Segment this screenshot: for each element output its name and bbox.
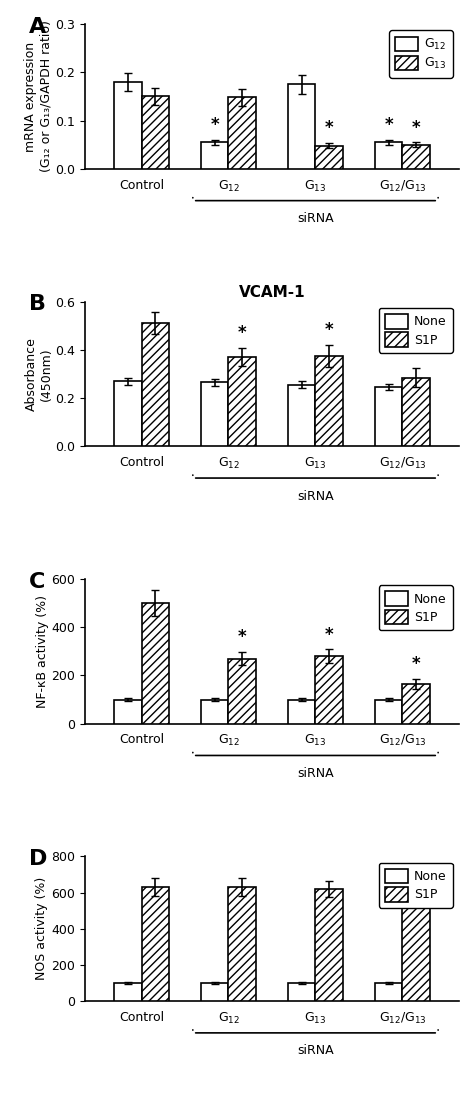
Bar — [374, 700, 402, 724]
Bar — [316, 146, 343, 169]
Text: *: * — [238, 324, 247, 342]
Title: VCAM-1: VCAM-1 — [239, 286, 305, 300]
Bar — [114, 82, 142, 169]
Text: *: * — [210, 116, 219, 134]
Bar — [316, 656, 343, 724]
Text: C: C — [29, 572, 45, 591]
Text: B: B — [29, 295, 46, 314]
Bar — [201, 700, 228, 724]
Bar — [288, 84, 316, 169]
Bar — [228, 97, 256, 169]
Legend: G$_{12}$, G$_{13}$: G$_{12}$, G$_{13}$ — [389, 31, 453, 78]
Bar — [374, 142, 402, 169]
Text: *: * — [238, 629, 247, 646]
Bar — [142, 96, 169, 169]
Bar — [374, 983, 402, 1001]
Text: *: * — [412, 345, 421, 362]
Bar — [288, 700, 316, 724]
Text: D: D — [29, 850, 47, 869]
Bar — [142, 603, 169, 724]
Y-axis label: NOS activity (%): NOS activity (%) — [36, 877, 48, 980]
Bar — [142, 323, 169, 447]
Bar — [402, 378, 430, 447]
Bar — [316, 889, 343, 1001]
Bar — [402, 684, 430, 724]
Bar — [374, 388, 402, 447]
Text: *: * — [325, 321, 334, 339]
Text: siRNA: siRNA — [297, 212, 334, 226]
Bar — [402, 887, 430, 1001]
Bar — [402, 145, 430, 169]
Bar — [142, 887, 169, 1001]
Legend: None, S1P: None, S1P — [379, 308, 453, 353]
Bar — [114, 381, 142, 447]
Bar — [316, 356, 343, 447]
Text: *: * — [325, 625, 334, 644]
Bar — [201, 382, 228, 447]
Text: siRNA: siRNA — [297, 766, 334, 780]
Text: siRNA: siRNA — [297, 1045, 334, 1058]
Text: A: A — [29, 16, 46, 37]
Bar — [288, 384, 316, 447]
Y-axis label: Absorbance
(450nm): Absorbance (450nm) — [25, 337, 53, 411]
Text: *: * — [384, 116, 393, 134]
Text: *: * — [412, 118, 421, 137]
Bar — [201, 142, 228, 169]
Y-axis label: NF-κB activity (%): NF-κB activity (%) — [36, 595, 49, 707]
Text: *: * — [325, 119, 334, 138]
Bar — [201, 983, 228, 1001]
Bar — [228, 357, 256, 447]
Bar — [114, 983, 142, 1001]
Bar — [228, 658, 256, 724]
Legend: None, S1P: None, S1P — [379, 585, 453, 631]
Text: *: * — [412, 655, 421, 672]
Bar — [228, 887, 256, 1001]
Bar — [288, 983, 316, 1001]
Y-axis label: mRNA expression
(G₁₂ or G₁₃/GAPDH ratio): mRNA expression (G₁₂ or G₁₃/GAPDH ratio) — [25, 21, 53, 172]
Text: siRNA: siRNA — [297, 489, 334, 503]
Bar — [114, 700, 142, 724]
Legend: None, S1P: None, S1P — [379, 863, 453, 908]
